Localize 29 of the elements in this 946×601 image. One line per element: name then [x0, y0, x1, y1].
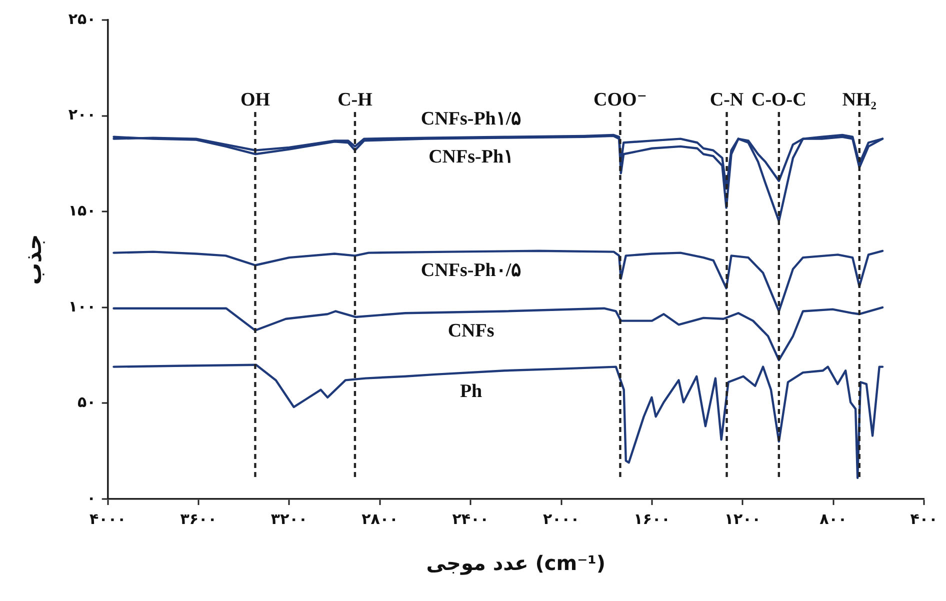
x-tick-label: ۳۶۰۰	[180, 510, 217, 528]
series-label: CNFs	[448, 320, 494, 342]
y-axis-title: جذب	[22, 234, 47, 285]
x-tick-label: ۱۶۰۰	[634, 510, 670, 528]
series-label: CNFs-Ph۱/۵	[420, 108, 522, 130]
x-tick-label: ۴۰۰	[910, 510, 938, 528]
series-label: CNFs-Ph۱	[428, 146, 514, 168]
y-tick-label: ۰	[86, 488, 96, 507]
ref-line-label: COO⁻	[594, 89, 647, 110]
ref-line-label: C-H	[338, 89, 373, 110]
series-label: CNFs-Ph۰/۵	[420, 260, 522, 281]
x-tick-label: ۱۲۰۰	[724, 510, 761, 528]
y-tick-label: ۱۵۰	[68, 201, 96, 220]
y-tick-label: ۵۰	[78, 393, 96, 412]
y-tick-label: ۱۰۰	[68, 297, 96, 316]
x-tick-label: ۴۰۰۰	[90, 510, 126, 528]
x-axis-title: عدد موجی (cm⁻¹)	[426, 551, 606, 576]
y-tick-label: ۲۰۰	[68, 106, 96, 124]
x-tick-label: ۳۲۰۰	[270, 510, 308, 528]
series-label: Ph	[460, 380, 483, 402]
x-tick-label: ۲۸۰۰	[362, 510, 398, 528]
ref-line-label: OH	[240, 89, 270, 110]
ref-line-label: C-N	[710, 89, 744, 110]
x-tick-label: ۲۰۰۰	[542, 510, 580, 528]
x-tick-label: ۲۴۰۰	[452, 510, 489, 528]
y-tick-label: ۲۵۰	[68, 10, 96, 28]
x-tick-label: ۸۰۰	[820, 510, 848, 528]
ref-line-label: NH₂	[842, 89, 877, 110]
ref-line-label: C-O-C	[751, 89, 806, 110]
